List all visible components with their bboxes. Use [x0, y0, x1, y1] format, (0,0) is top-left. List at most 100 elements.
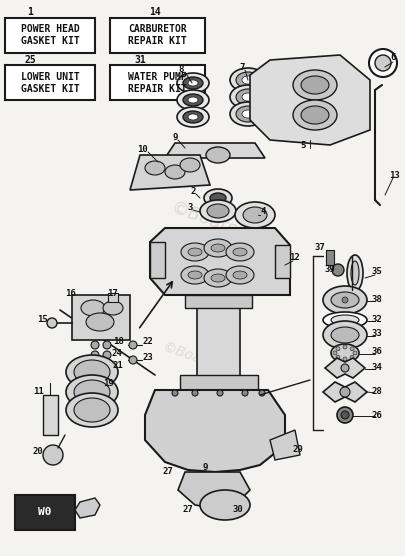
Ellipse shape: [243, 207, 267, 223]
Circle shape: [103, 351, 111, 359]
Bar: [326, 250, 334, 265]
Ellipse shape: [301, 76, 329, 94]
Text: 39: 39: [325, 265, 335, 274]
Circle shape: [350, 347, 354, 351]
Polygon shape: [150, 228, 290, 295]
Circle shape: [129, 356, 137, 364]
Text: GASKET KIT: GASKET KIT: [21, 83, 79, 93]
Circle shape: [103, 341, 111, 349]
Polygon shape: [178, 472, 250, 508]
Polygon shape: [130, 155, 210, 190]
Bar: [180, 375, 258, 390]
Ellipse shape: [293, 70, 337, 100]
Text: 37: 37: [315, 244, 325, 252]
Text: 34: 34: [372, 363, 382, 371]
Ellipse shape: [242, 76, 254, 84]
Ellipse shape: [206, 147, 230, 163]
Text: 1: 1: [27, 7, 33, 17]
Text: LOWER UNIT: LOWER UNIT: [21, 72, 79, 82]
Circle shape: [343, 357, 347, 361]
Text: REPAIR KIT: REPAIR KIT: [128, 83, 187, 93]
Ellipse shape: [177, 90, 209, 110]
Ellipse shape: [301, 106, 329, 124]
Ellipse shape: [211, 274, 225, 282]
Ellipse shape: [66, 375, 118, 409]
Ellipse shape: [211, 244, 225, 252]
Circle shape: [129, 341, 137, 349]
Ellipse shape: [200, 490, 250, 520]
Text: WATER PUMP: WATER PUMP: [128, 72, 187, 82]
Ellipse shape: [323, 286, 367, 314]
Ellipse shape: [323, 312, 367, 328]
Ellipse shape: [230, 85, 266, 109]
Ellipse shape: [145, 161, 165, 175]
Ellipse shape: [204, 269, 232, 287]
Circle shape: [217, 390, 223, 396]
Text: 14: 14: [149, 7, 161, 17]
Ellipse shape: [180, 158, 200, 172]
Circle shape: [333, 351, 337, 355]
Text: 31: 31: [134, 55, 146, 65]
Text: 25: 25: [24, 55, 36, 65]
Polygon shape: [75, 498, 100, 518]
Text: 38: 38: [372, 295, 382, 304]
Text: 2: 2: [190, 187, 196, 196]
Ellipse shape: [226, 243, 254, 261]
Circle shape: [192, 390, 198, 396]
Ellipse shape: [331, 344, 359, 362]
Text: 18: 18: [113, 337, 124, 346]
Circle shape: [336, 347, 340, 351]
Ellipse shape: [204, 189, 232, 207]
Ellipse shape: [183, 77, 203, 89]
Text: 28: 28: [372, 386, 382, 395]
Text: 27: 27: [183, 505, 193, 514]
Circle shape: [209, 501, 221, 513]
Text: 17: 17: [107, 289, 117, 297]
Ellipse shape: [103, 301, 123, 315]
Ellipse shape: [207, 204, 229, 218]
Circle shape: [91, 341, 99, 349]
Polygon shape: [150, 242, 165, 278]
Ellipse shape: [183, 111, 203, 123]
Ellipse shape: [351, 261, 359, 285]
Circle shape: [242, 390, 248, 396]
Text: 6: 6: [390, 53, 396, 62]
Text: 9: 9: [172, 133, 178, 142]
Circle shape: [259, 390, 265, 396]
Ellipse shape: [230, 68, 266, 92]
Text: GASKET KIT: GASKET KIT: [21, 37, 79, 47]
Ellipse shape: [230, 102, 266, 126]
Circle shape: [342, 297, 348, 303]
Ellipse shape: [66, 393, 118, 427]
Text: 21: 21: [113, 360, 124, 370]
Text: ©Boats.net: ©Boats.net: [160, 340, 240, 380]
Ellipse shape: [331, 292, 359, 308]
Text: 19: 19: [102, 379, 113, 388]
Text: 16: 16: [65, 289, 75, 297]
Ellipse shape: [177, 73, 209, 93]
Circle shape: [340, 387, 350, 397]
Ellipse shape: [236, 89, 260, 105]
Ellipse shape: [74, 360, 110, 384]
Circle shape: [343, 345, 347, 349]
Text: 23: 23: [143, 353, 153, 361]
Text: 22: 22: [143, 337, 153, 346]
Text: 24: 24: [112, 349, 122, 358]
Text: 20: 20: [33, 448, 43, 456]
Text: 33: 33: [372, 330, 382, 339]
Circle shape: [47, 318, 57, 328]
Text: 5: 5: [301, 141, 306, 150]
Text: 3: 3: [187, 203, 193, 212]
Text: 27: 27: [163, 468, 173, 476]
Ellipse shape: [188, 114, 198, 120]
Text: 7: 7: [239, 62, 245, 72]
Text: 32: 32: [372, 315, 382, 324]
Ellipse shape: [293, 100, 337, 130]
Ellipse shape: [242, 110, 254, 118]
Ellipse shape: [236, 106, 260, 122]
Ellipse shape: [74, 380, 110, 404]
Polygon shape: [165, 143, 265, 158]
Ellipse shape: [66, 355, 118, 389]
Circle shape: [350, 355, 354, 359]
Ellipse shape: [347, 255, 363, 291]
